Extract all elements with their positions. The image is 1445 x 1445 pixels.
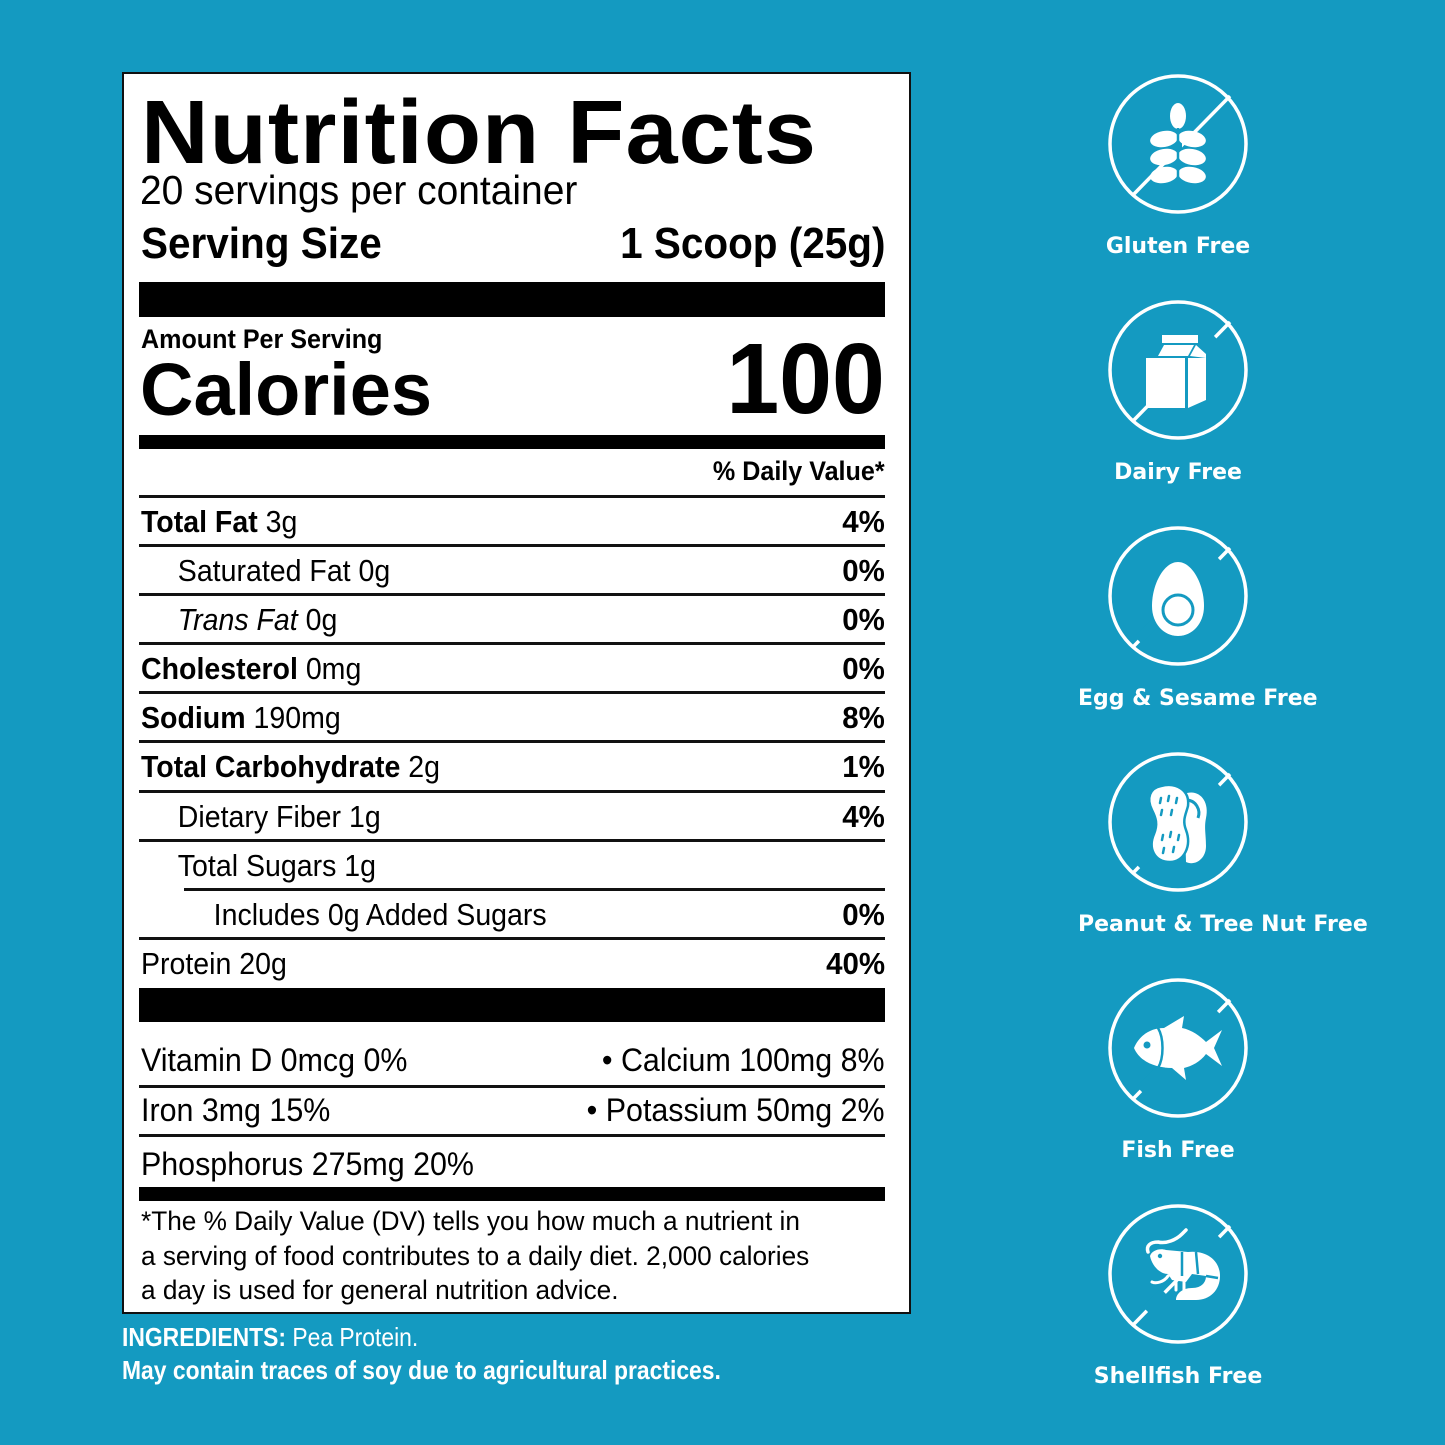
- divider: [139, 937, 885, 940]
- nutrient-amount: 0g: [305, 601, 338, 637]
- egg-icon: [1108, 526, 1248, 666]
- vitamin-right: • Calcium 100mg 8%: [602, 1042, 885, 1078]
- ingredients-value: Pea Protein.: [285, 1322, 419, 1352]
- nutrient-name: Cholesterol: [141, 650, 298, 686]
- nutrient-name: Total Sugars: [177, 847, 337, 883]
- vitamin-row: Phosphorus 275mg 20%: [141, 1141, 885, 1187]
- calories-value: 100: [726, 323, 885, 435]
- nutrient-dv: 0%: [842, 552, 885, 588]
- nutrient-dv: 40%: [826, 945, 885, 981]
- nutrient-name: Saturated Fat: [177, 552, 351, 588]
- nutrient-amount: 2g: [408, 748, 441, 784]
- divider: [139, 740, 885, 743]
- ingredients-label: INGREDIENTS:: [122, 1322, 286, 1352]
- amount-per-serving: Amount Per Serving: [141, 324, 383, 354]
- panel-title: Nutrition Facts: [141, 83, 818, 183]
- medium-divider: [139, 435, 885, 449]
- badge-gluten-free: Gluten Free: [1078, 72, 1278, 259]
- nutrient-row-cholesterol: Cholesterol 0mg 0%: [141, 645, 885, 691]
- fish-icon: [1108, 978, 1248, 1118]
- badge-egg-sesame-free: Egg & Sesame Free: [1078, 524, 1318, 711]
- badge-label: Egg & Sesame Free: [1078, 686, 1318, 711]
- daily-value-footnote: *The % Daily Value (DV) tells you how mu…: [141, 1204, 891, 1308]
- thick-divider: [139, 988, 885, 1022]
- nutrient-amount: 0g: [358, 552, 391, 588]
- wheat-icon: [1108, 74, 1248, 214]
- vitamin-row: Vitamin D 0mcg 0% • Calcium 100mg 8%: [141, 1037, 885, 1083]
- nutrient-name: Total Fat: [141, 503, 258, 539]
- badge-peanut-tree-nut-free: Peanut & Tree Nut Free: [1078, 750, 1368, 937]
- shrimp-icon: [1108, 1204, 1248, 1344]
- nutrient-row-trans-fat: Trans Fat 0g 0%: [141, 596, 885, 642]
- footnote-line: a day is used for general nutrition advi…: [141, 1275, 619, 1305]
- allergen-warning: May contain traces of soy due to agricul…: [122, 1355, 721, 1385]
- nutrient-row-total-fat: Total Fat 3g 4%: [141, 498, 885, 544]
- nutrient-dv: 4%: [842, 798, 885, 834]
- medium-divider: [139, 1187, 885, 1201]
- divider: [139, 544, 885, 547]
- nutrient-name: Protein: [141, 945, 232, 981]
- vitamin-row: Iron 3mg 15% • Potassium 50mg 2%: [141, 1087, 885, 1133]
- nutrient-row-protein: Protein 20g 40%: [141, 940, 885, 986]
- nutrient-name: Trans Fat: [177, 601, 298, 637]
- badge-label: Dairy Free: [1114, 460, 1242, 485]
- divider: [139, 642, 885, 645]
- nutrient-amount: 3g: [265, 503, 298, 539]
- nutrient-amount: 20g: [239, 945, 287, 981]
- nutrition-facts-panel: Nutrition Facts 20 servings per containe…: [122, 72, 911, 1314]
- footnote-line: *The % Daily Value (DV) tells you how mu…: [141, 1206, 800, 1236]
- vitamin-right: • Potassium 50mg 2%: [587, 1092, 885, 1128]
- vitamin-left: Iron 3mg 15%: [141, 1092, 331, 1128]
- badge-label: Gluten Free: [1105, 234, 1251, 259]
- badge-label: Shellfish Free: [1093, 1364, 1263, 1389]
- thick-divider: [139, 282, 885, 317]
- nutrient-dv: 4%: [842, 503, 885, 539]
- serving-size-value: 1 Scoop (25g): [619, 219, 885, 268]
- divider: [139, 593, 885, 596]
- badge-label: Peanut & Tree Nut Free: [1078, 912, 1368, 937]
- badge-fish-free: Fish Free: [1078, 976, 1278, 1163]
- peanut-icon: [1108, 752, 1248, 892]
- nutrient-row-saturated-fat: Saturated Fat 0g 0%: [141, 547, 885, 593]
- daily-value-header: % Daily Value*: [713, 456, 885, 486]
- nutrient-row-dietary-fiber: Dietary Fiber 1g 4%: [141, 793, 885, 839]
- nutrient-row-total-sugars: Total Sugars 1g: [141, 842, 885, 888]
- vitamin-left: Phosphorus 275mg 20%: [141, 1146, 474, 1182]
- serving-size-label: Serving Size: [141, 219, 382, 268]
- divider: [139, 839, 885, 842]
- nutrient-name: Dietary Fiber: [177, 798, 342, 834]
- nutrient-dv: 8%: [842, 699, 885, 735]
- nutrient-row-added-sugars: Includes 0g Added Sugars 0%: [141, 891, 885, 937]
- servings-per-container: 20 servings per container: [140, 167, 578, 213]
- milk-carton-icon: [1108, 300, 1248, 440]
- footnote-line: a serving of food contributes to a daily…: [141, 1240, 810, 1271]
- ingredients-section: INGREDIENTS: Pea Protein. May contain tr…: [122, 1321, 803, 1387]
- indented-divider: [184, 888, 885, 891]
- nutrient-amount: 1g: [348, 798, 381, 834]
- divider: [139, 790, 885, 793]
- nutrient-dv: 1%: [842, 748, 885, 784]
- nutrient-name: Includes 0g Added Sugars: [213, 896, 547, 932]
- badge-shellfish-free: Shellfish Free: [1078, 1202, 1278, 1389]
- nutrient-dv: 0%: [842, 601, 885, 637]
- nutrient-row-sodium: Sodium 190mg 8%: [141, 694, 885, 740]
- badge-label: Fish Free: [1121, 1138, 1235, 1163]
- nutrient-amount: 0mg: [305, 650, 362, 686]
- divider: [139, 495, 885, 498]
- nutrient-dv: 0%: [842, 896, 885, 932]
- nutrient-row-total-carbohydrate: Total Carbohydrate 2g 1%: [141, 743, 885, 789]
- nutrient-dv: 0%: [842, 650, 885, 686]
- divider: [139, 691, 885, 694]
- ingredients-line: INGREDIENTS: Pea Protein.: [122, 1321, 721, 1354]
- divider: [139, 1134, 885, 1137]
- badge-dairy-free: Dairy Free: [1078, 298, 1278, 485]
- calories-label: Calories: [140, 348, 433, 431]
- serving-size-row: Serving Size 1 Scoop (25g): [141, 222, 885, 272]
- nutrient-amount: 190mg: [253, 699, 341, 735]
- nutrient-amount: 1g: [344, 847, 377, 883]
- nutrient-name: Sodium: [141, 699, 246, 735]
- nutrient-name: Total Carbohydrate: [141, 748, 401, 784]
- divider: [139, 1085, 885, 1088]
- vitamin-left: Vitamin D 0mcg 0%: [141, 1042, 408, 1078]
